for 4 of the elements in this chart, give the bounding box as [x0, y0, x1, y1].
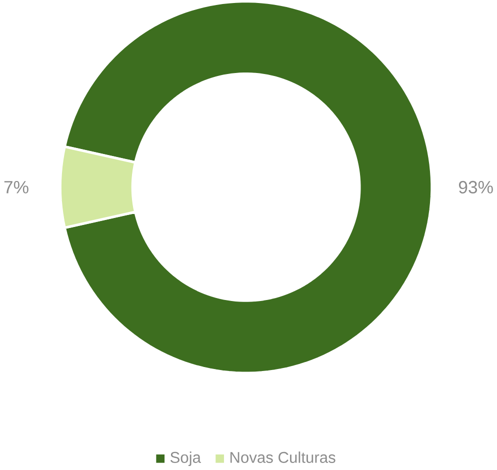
legend-label: Soja [170, 452, 201, 466]
data-label: 7% [4, 181, 28, 194]
legend-label: Novas Culturas [230, 452, 336, 464]
data-label: 93% [458, 181, 493, 194]
